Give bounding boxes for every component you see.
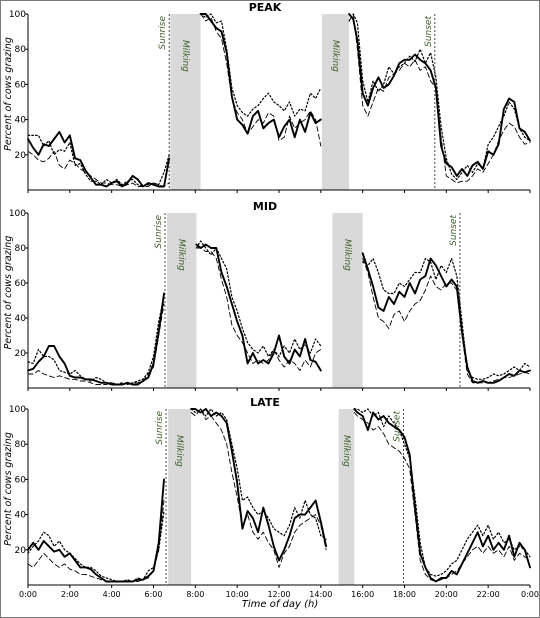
y-tick-label: 60 [15, 80, 27, 90]
event-label: Sunrise [154, 215, 164, 249]
series-line-solid-bold [361, 252, 531, 384]
series-line-dotted [200, 13, 322, 117]
y-tick-label: 100 [9, 209, 26, 219]
y-tick-label: 100 [9, 10, 26, 20]
y-tick-label: 60 [15, 279, 27, 289]
x-tick-label: 2:00 [61, 590, 79, 599]
series-line-dotted [353, 408, 531, 577]
y-axis-label: Percent of cows grazing [3, 432, 14, 546]
x-tick-label: 22:00 [477, 590, 500, 599]
x-tick-label: 16:00 [351, 590, 374, 599]
y-tick-label: 20 [15, 349, 27, 359]
series-line-dashed [27, 500, 165, 582]
x-tick-label: 10:00 [226, 590, 249, 599]
y-tick-label: 100 [9, 405, 26, 415]
milking-band [170, 14, 201, 190]
y-axis-label: Percent of cows grazing [3, 37, 14, 151]
series-line-dotted [27, 296, 165, 386]
x-tick-label: 8:00 [186, 590, 204, 599]
x-tick-label: 18:00 [393, 590, 416, 599]
series-line-dashed [195, 247, 322, 371]
y-tick-label: 40 [15, 314, 27, 324]
series-line-solid-bold [348, 13, 531, 177]
series-line-dashed [27, 150, 170, 187]
milking-band [321, 14, 350, 190]
series-line-dotted [27, 510, 165, 583]
y-tick-label: 40 [15, 511, 27, 521]
y-tick-label: 40 [15, 116, 27, 126]
x-tick-label: 12:00 [267, 590, 290, 599]
x-tick-label: 6:00 [145, 590, 163, 599]
event-label: Sunset [424, 16, 434, 47]
x-tick-label: 14:00 [309, 590, 332, 599]
x-tick-label: 0:00 [521, 590, 539, 599]
milking-band [167, 213, 197, 388]
y-tick-label: 20 [15, 151, 27, 161]
milking-label: Milking [341, 435, 351, 467]
panel-title: PEAK [249, 1, 282, 14]
series-line-solid-bold [27, 292, 165, 386]
milking-label: Milking [330, 40, 340, 72]
milking-band [332, 213, 363, 388]
milking-band [338, 409, 355, 585]
series-line-dashed [27, 303, 165, 385]
series-line-dotted [27, 134, 170, 188]
series-line-solid-bold [353, 408, 531, 583]
event-label: Sunset [449, 215, 459, 246]
x-tick-label: 20:00 [435, 590, 458, 599]
series-line-dashed [348, 13, 531, 184]
series-line-solid-bold [27, 130, 171, 188]
series-line-dotted [190, 408, 327, 540]
y-tick-label: 80 [15, 440, 27, 450]
x-axis-label: Time of day (h) [242, 599, 319, 610]
y-tick-label: 20 [15, 546, 27, 556]
milking-label: Milking [176, 239, 186, 271]
series-line-solid-bold [190, 408, 328, 562]
series-line-dotted [362, 257, 531, 380]
event-label: Sunrise [158, 16, 168, 50]
panel-title: LATE [250, 396, 280, 409]
series-line-dashed [353, 412, 531, 582]
milking-band [168, 409, 192, 585]
series-line-dotted [195, 240, 322, 358]
y-tick-label: 60 [15, 475, 27, 485]
x-tick-label: 4:00 [103, 590, 121, 599]
x-tick-label: 0:00 [19, 590, 37, 599]
milking-label: Milking [342, 239, 352, 271]
series-line-dashed [200, 13, 322, 147]
series-line-solid-bold [195, 243, 322, 372]
milking-label: Milking [174, 435, 184, 467]
event-label: Sunset [392, 411, 402, 442]
series-line-dotted [348, 13, 531, 180]
series-line-dashed [190, 408, 327, 568]
y-tick-label: 80 [15, 244, 27, 254]
y-tick-label: 80 [15, 45, 27, 55]
series-line-solid-bold [27, 478, 165, 583]
milking-label: Milking [180, 40, 190, 72]
series-line-dashed [362, 258, 531, 384]
event-label: Sunrise [155, 411, 165, 445]
y-axis-label: Percent of cows grazing [3, 236, 14, 350]
series-line-solid-bold [199, 13, 322, 139]
panel-title: MID [253, 200, 277, 213]
